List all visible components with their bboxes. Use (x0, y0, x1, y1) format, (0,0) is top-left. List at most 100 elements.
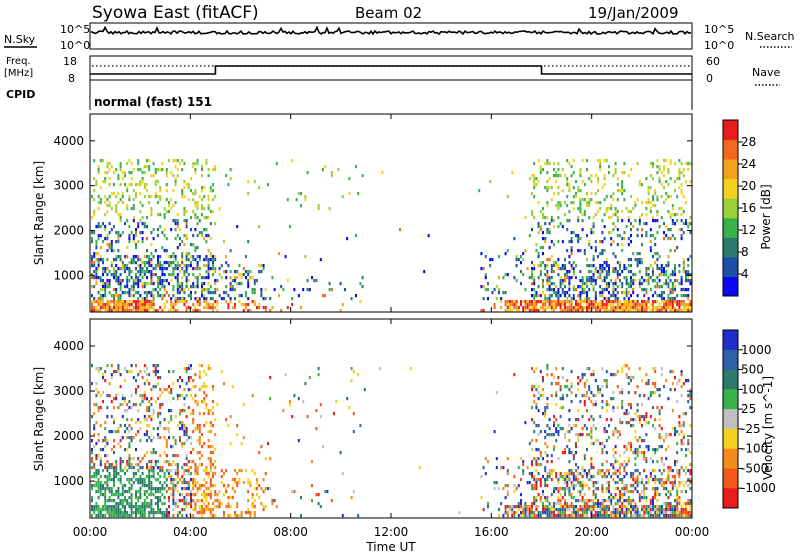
heatmap-cell (110, 508, 113, 512)
heatmap-cell (124, 291, 126, 295)
heatmap-cell (97, 478, 100, 482)
heatmap-cell (146, 451, 148, 455)
heatmap-cell (603, 213, 606, 217)
heatmap-cell (658, 418, 661, 422)
heatmap-cell (546, 216, 549, 220)
heatmap-cell (97, 165, 100, 169)
heatmap-cell (139, 496, 142, 500)
heatmap-cell (520, 511, 522, 515)
heatmap-cell (341, 195, 344, 199)
heatmap-cell (627, 297, 630, 301)
heatmap-cell (601, 279, 604, 283)
heatmap-cell (566, 177, 569, 181)
heatmap-cell (678, 309, 681, 313)
heatmap-cell (649, 162, 652, 166)
heatmap-cell (566, 276, 569, 280)
heatmap-cell (141, 514, 144, 518)
heatmap-cell (542, 300, 544, 304)
heatmap-cell (575, 499, 577, 503)
heatmap-cell (214, 433, 217, 437)
heatmap-cell (568, 514, 571, 518)
heatmap-cell (172, 487, 175, 491)
heatmap-cell (583, 213, 586, 217)
heatmap-cell (157, 511, 159, 515)
heatmap-cell (564, 201, 566, 205)
heatmap-cell (654, 285, 657, 289)
heatmap-cell (586, 502, 588, 506)
heatmap-cell (608, 487, 610, 491)
heatmap-cell (146, 496, 148, 500)
heatmap-cell (579, 499, 582, 503)
heatmap-cell (194, 469, 197, 473)
heatmap-cell (546, 273, 549, 277)
heatmap-cell (605, 475, 608, 479)
heatmap-cell (209, 445, 212, 449)
heatmap-cell (482, 508, 485, 512)
heatmap-cell (632, 279, 635, 283)
heatmap-cell (669, 433, 672, 437)
heatmap-cell (566, 487, 569, 491)
heatmap-cell (130, 499, 133, 503)
heatmap-cell (625, 409, 628, 413)
heatmap-cell (597, 270, 599, 274)
heatmap-cell (614, 430, 617, 434)
heatmap-cell (601, 502, 604, 506)
heatmap-cell (139, 490, 142, 494)
heatmap-cell (203, 216, 206, 220)
heatmap-cell (198, 300, 201, 304)
heatmap-cell (645, 273, 648, 277)
heatmap-cell (146, 433, 148, 437)
heatmap-cell (656, 198, 659, 202)
heatmap-cell (124, 511, 126, 515)
heatmap-cell (531, 388, 533, 392)
heatmap-cell (198, 388, 201, 392)
heatmap-cell (570, 306, 573, 310)
heatmap-cell (183, 388, 186, 392)
heatmap-cell (157, 309, 159, 313)
heatmap-cell (128, 303, 131, 307)
heatmap-cell (229, 249, 232, 253)
heatmap-cell (667, 508, 670, 512)
heatmap-cell (581, 505, 584, 509)
heatmap-cell (586, 367, 588, 371)
heatmap-cell (176, 246, 179, 250)
heatmap-cell (520, 478, 522, 482)
heatmap-cell (159, 469, 162, 473)
heatmap-cell (680, 439, 683, 443)
heatmap-cell (207, 267, 210, 271)
heatmap-cell (194, 463, 197, 467)
heatmap-cell (537, 448, 540, 452)
heatmap-cell (533, 511, 536, 515)
heatmap-cell (491, 258, 494, 262)
heatmap-cell (506, 303, 509, 307)
heatmap-cell (212, 273, 214, 277)
heatmap-cell (113, 418, 115, 422)
heatmap-cell (542, 511, 544, 515)
heatmap-cell (564, 291, 566, 295)
heatmap-cell (141, 511, 144, 515)
heatmap-cell (654, 192, 657, 196)
heatmap-cell (117, 174, 120, 178)
heatmap-cell (623, 303, 626, 307)
heatmap-cell (599, 264, 602, 268)
heatmap-cell (350, 367, 353, 371)
heatmap-cell (605, 487, 608, 491)
heatmap-cell (522, 505, 525, 509)
heatmap-cell (504, 505, 507, 509)
heatmap-cell (638, 303, 641, 307)
power-ytick-label: 1000 (53, 268, 84, 282)
heatmap-cell (493, 487, 496, 491)
heatmap-cell (537, 511, 540, 515)
heatmap-cell (119, 306, 122, 310)
heatmap-cell (205, 159, 208, 163)
heatmap-cell (192, 192, 195, 196)
heatmap-cell (185, 255, 188, 259)
heatmap-cell (245, 255, 247, 259)
heatmap-cell (535, 300, 538, 304)
heatmap-cell (176, 219, 179, 223)
heatmap-cell (557, 273, 560, 277)
heatmap-cell (544, 511, 547, 515)
heatmap-cell (603, 445, 606, 449)
heatmap-cell (165, 514, 168, 518)
heatmap-cell (566, 297, 569, 301)
